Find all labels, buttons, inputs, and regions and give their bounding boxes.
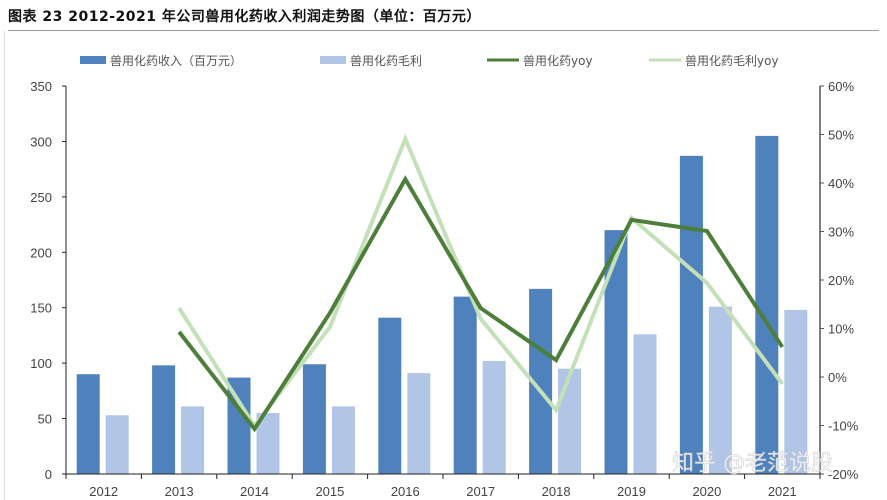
x-tick-label: 2017	[466, 484, 495, 499]
left-tick-label: 200	[30, 245, 52, 260]
line-series	[177, 133, 784, 433]
gross-profit-bar	[708, 306, 732, 474]
revenue-bar	[679, 155, 703, 474]
x-tick-label: 2019	[617, 484, 646, 499]
left-tick-label: 350	[30, 79, 52, 94]
x-tick-label: 2013	[165, 484, 194, 499]
left-tick-label: 100	[30, 356, 52, 371]
left-tick-label: 150	[30, 301, 52, 316]
x-tick-label: 2015	[315, 484, 344, 499]
legend-item: 兽用化药yoy	[487, 54, 593, 68]
gross-profit-bar	[331, 406, 355, 474]
gross-profit-bar	[633, 334, 657, 474]
x-tick-label: 2016	[391, 484, 420, 499]
revenue-bar	[152, 365, 176, 474]
right-tick-label: 10%	[828, 322, 854, 337]
gross-profit-bar	[105, 415, 129, 474]
x-tick-label: 2020	[692, 484, 721, 499]
left-tick-label: 0	[45, 467, 52, 482]
chart-legend: 兽用化药收入（百万元） 兽用化药毛利 兽用化药yoy 兽用化药毛利yoy	[80, 54, 779, 68]
left-tick-label: 250	[30, 190, 52, 205]
legend-item: 兽用化药毛利yoy	[649, 54, 779, 68]
gross-profit-bar	[482, 360, 506, 474]
gross-profit-bar	[256, 413, 280, 474]
revenue-bar	[302, 364, 326, 474]
gross-profit-bar	[558, 368, 582, 474]
gross-profit-bar	[784, 309, 808, 474]
right-tick-label: 30%	[828, 225, 854, 240]
right-tick-label: 60%	[828, 79, 854, 94]
x-tick-label: 2012	[89, 484, 118, 499]
chart-title: 图表 23 2012-2021 年公司兽用化药收入利润走势图（单位：百万元）	[8, 9, 481, 25]
frame-border	[4, 31, 5, 500]
legend-swatch	[80, 56, 106, 64]
bar-series	[76, 135, 808, 474]
legend-item: 兽用化药毛利	[320, 54, 422, 68]
right-tick-label: -20%	[828, 467, 859, 482]
title-divider	[8, 30, 879, 31]
legend-label: 兽用化药毛利yoy	[685, 54, 779, 68]
legend-label: 兽用化药收入（百万元）	[110, 54, 242, 68]
revenue-bar	[378, 317, 402, 474]
legend-label: 兽用化药毛利	[350, 54, 422, 68]
revenue-bar	[453, 296, 477, 474]
revenue-bar	[529, 288, 553, 474]
x-tick-label: 2021	[768, 484, 797, 499]
right-tick-label: 50%	[828, 128, 854, 143]
revenue-bar	[76, 374, 100, 474]
revenue-yoy-line	[177, 175, 784, 433]
revenue-bar	[604, 230, 628, 474]
right-tick-label: -10%	[828, 419, 859, 434]
right-tick-label: 20%	[828, 273, 854, 288]
gross-profit-bar	[181, 406, 205, 474]
x-tick-label: 2018	[542, 484, 571, 499]
left-tick-label: 300	[30, 134, 52, 149]
watermark: 知乎 @老范说股	[672, 451, 833, 476]
gross-profit-bar	[407, 373, 431, 474]
x-tick-label: 2014	[240, 484, 269, 499]
right-tick-label: 40%	[828, 176, 854, 191]
legend-swatch	[320, 56, 346, 64]
revenue-bar	[755, 135, 779, 474]
legend-label: 兽用化药yoy	[523, 54, 593, 68]
legend-item: 兽用化药收入（百万元）	[80, 54, 242, 68]
chart-axes: 0 50 100 150 200 250 300 350 -20% -10% 0% 10% 20% 30%…	[30, 79, 858, 499]
left-tick-label: 50	[38, 412, 52, 427]
right-tick-label: 0%	[828, 370, 847, 385]
